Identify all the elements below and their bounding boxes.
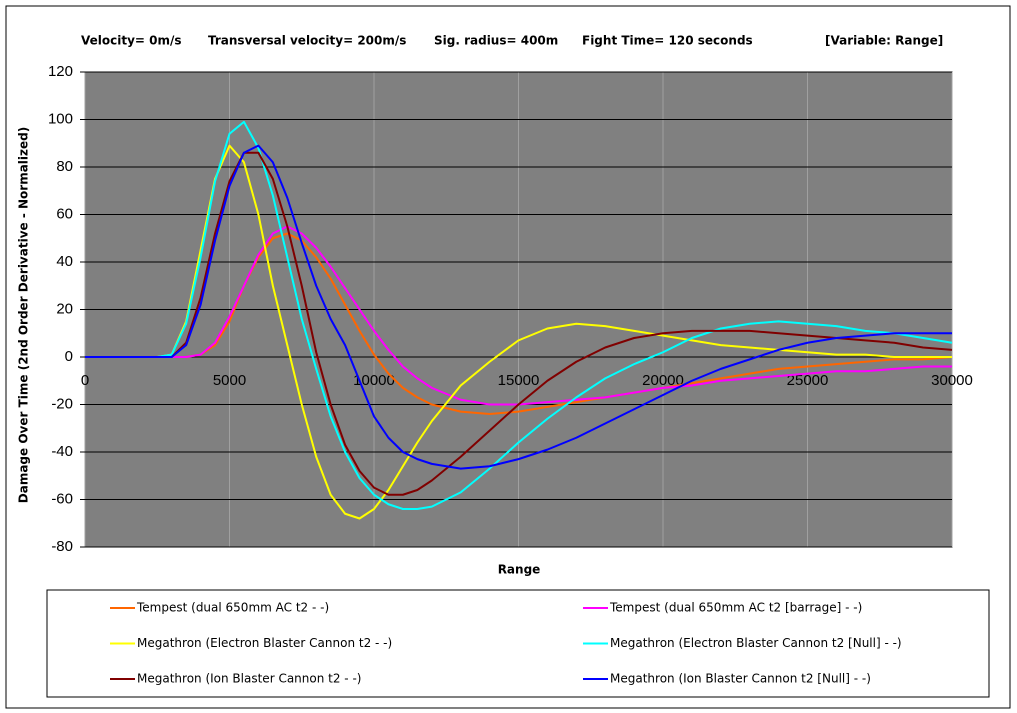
legend-label: Tempest (dual 650mm AC t2 - -): [136, 601, 329, 615]
y-tick-label: 120: [48, 63, 73, 80]
y-axis-label: Damage Over Time (2nd Order Derivative -…: [17, 127, 31, 503]
x-tick-label: 20000: [642, 372, 684, 389]
y-tick-label: -40: [51, 443, 73, 460]
y-tick-label: 80: [56, 158, 73, 175]
y-tick-label: 0: [65, 348, 73, 365]
header-annotation: Transversal velocity= 200m/s: [208, 34, 406, 48]
legend-label: Megathron (Ion Blaster Cannon t2 - -): [137, 672, 361, 686]
header-annotation: [Variable: Range]: [825, 34, 943, 48]
x-tick-label: 30000: [931, 372, 973, 389]
x-tick-label: 0: [81, 372, 89, 389]
x-tick-label: 25000: [787, 372, 829, 389]
x-tick-label: 5000: [213, 372, 246, 389]
series-line: [85, 232, 953, 415]
y-tick-label: -60: [51, 490, 73, 507]
y-tick-label: 40: [56, 253, 73, 270]
series-line: [85, 225, 952, 406]
header-annotation: Fight Time= 120 seconds: [582, 34, 753, 48]
y-tick-label: 100: [48, 110, 73, 127]
legend-label: Megathron (Electron Blaster Cannon t2 [N…: [610, 636, 902, 650]
y-tick-label: 20: [56, 300, 73, 317]
y-tick-label: -80: [51, 538, 73, 555]
legend-box: [46, 589, 990, 698]
x-tick-label: 10000: [353, 372, 395, 389]
header-annotation: Velocity= 0m/s: [81, 34, 182, 48]
x-axis-label: Range: [498, 563, 541, 577]
series-line: [85, 144, 952, 470]
header-annotation: Sig. radius= 400m: [434, 34, 558, 48]
series-line: [85, 151, 953, 496]
y-tick-label: -20: [51, 395, 73, 412]
legend-label: Megathron (Ion Blaster Cannon t2 [Null] …: [610, 672, 871, 686]
series-line: [85, 120, 953, 510]
legend-label: Megathron (Electron Blaster Cannon t2 - …: [137, 636, 392, 650]
x-tick-label: 15000: [498, 372, 540, 389]
legend-label: Tempest (dual 650mm AC t2 [barrage] - -): [609, 601, 862, 615]
y-tick-label: 60: [56, 205, 73, 222]
